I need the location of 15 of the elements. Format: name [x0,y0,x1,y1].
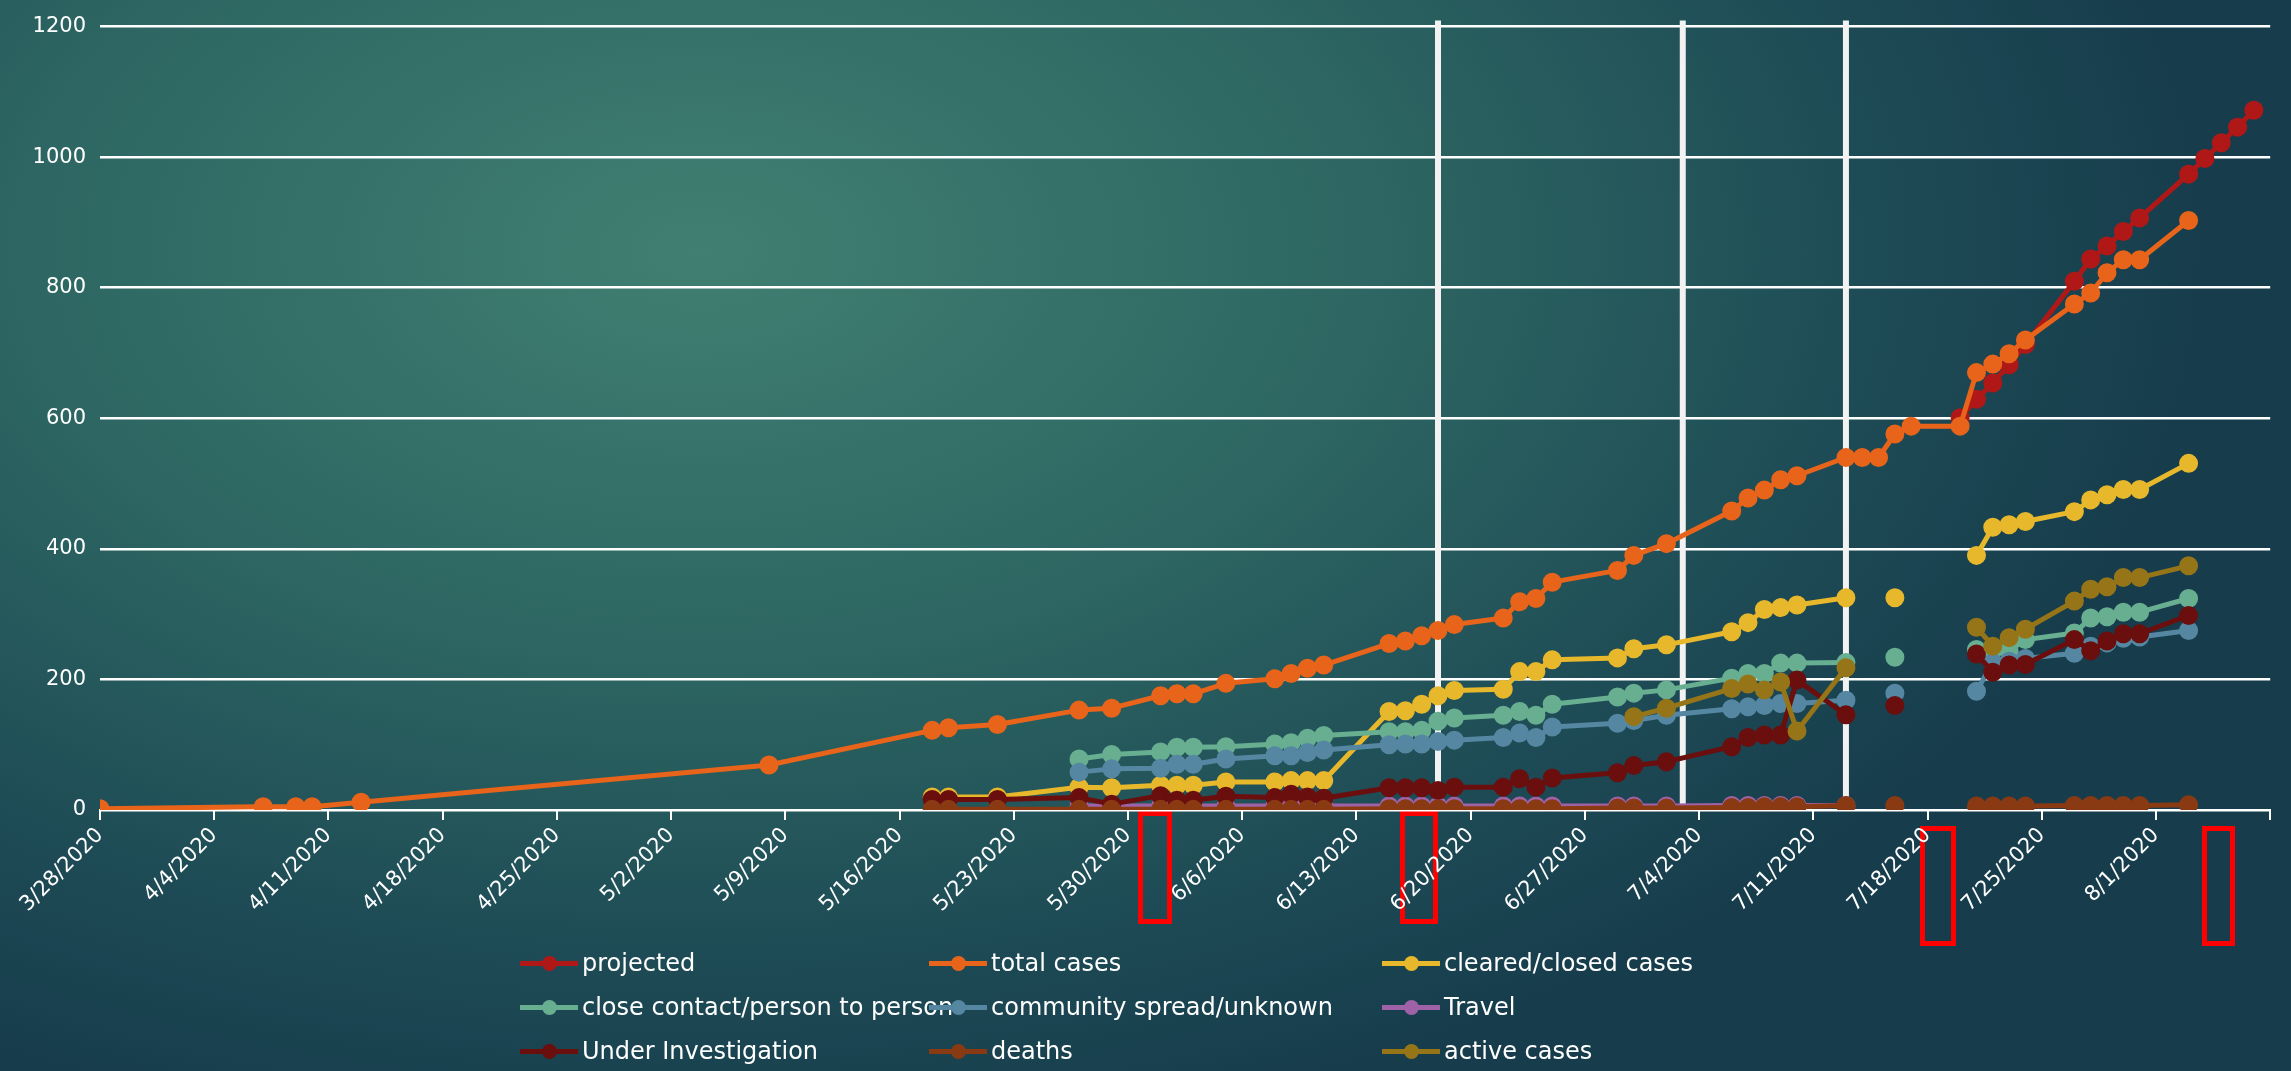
y-tick-label: 1200 [32,13,86,38]
y-tick-label: 800 [45,274,86,299]
legend-label: total cases [991,949,1122,977]
legend-label: active cases [1444,1037,1593,1065]
legend-label: Under Investigation [582,1037,819,1065]
legend-label: cleared/closed cases [1444,949,1694,977]
legend-label: deaths [991,1037,1073,1065]
y-tick-label: 0 [72,796,86,821]
y-tick-label: 1000 [32,143,86,168]
legend-label: projected [582,949,696,977]
y-tick-label: 400 [45,535,86,560]
legend-label: community spread/unknown [991,993,1333,1021]
y-tick-label: 600 [45,404,86,429]
legend-label: Travel [1444,993,1516,1021]
y-tick-label: 200 [45,665,86,690]
